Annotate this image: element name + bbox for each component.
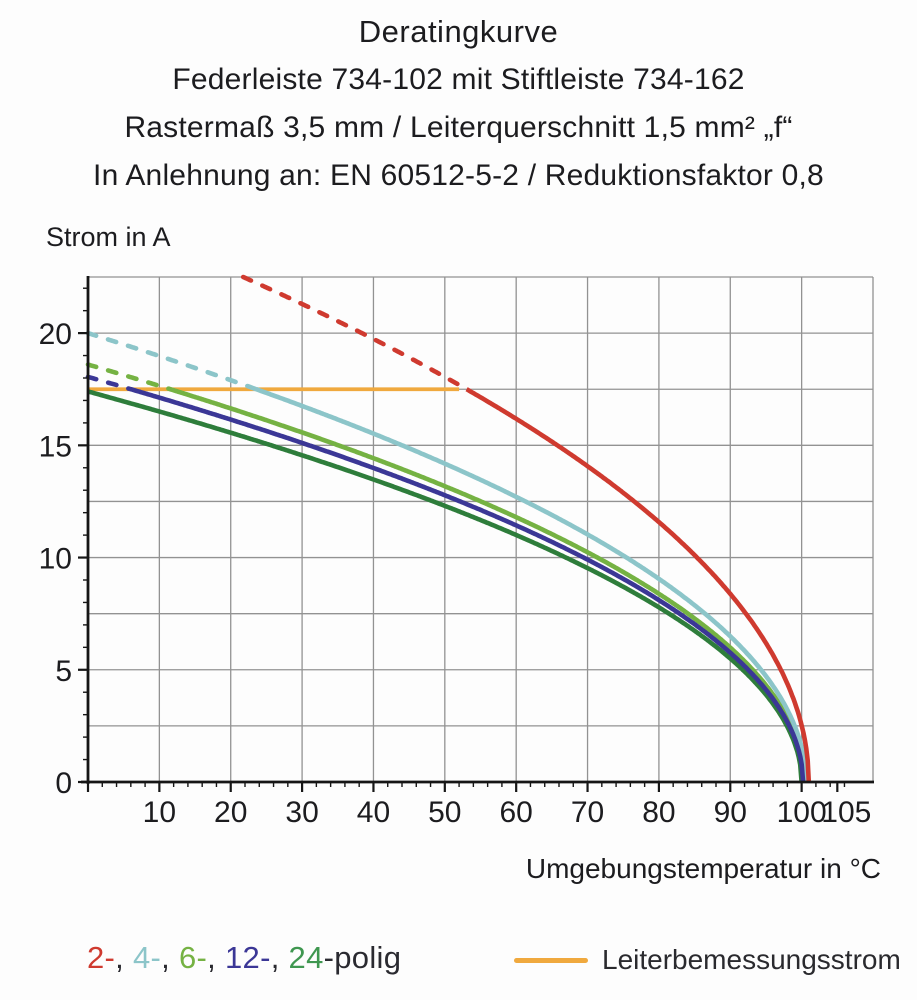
- x-tick-label: 20: [214, 796, 247, 829]
- chart-subtitle-spec: Rastermaß 3,5 mm / Leiterquerschnitt 1,5…: [124, 111, 793, 144]
- y-tick-label: 20: [39, 318, 72, 351]
- chart-title: Deratingkurve: [358, 14, 559, 49]
- rated-current-label: Leiterbemessungsstrom: [602, 944, 901, 975]
- x-tick-label: 105: [821, 796, 871, 829]
- legend-pole-counts: 2-, 4-, 6-, 12-, 24-polig: [87, 940, 401, 976]
- legend-pole-part: 2-: [87, 940, 116, 975]
- legend-pole-part: ,: [207, 940, 225, 975]
- legend-pole-part: 4-: [133, 940, 162, 975]
- legend-pole-part: ,: [161, 940, 179, 975]
- legend-pole-part: ,: [270, 940, 289, 975]
- x-tick-label: 50: [428, 796, 461, 829]
- legend-pole-part: 6-: [179, 940, 208, 975]
- series-4-polig-dashed: [85, 330, 259, 392]
- series-12-polig-solid: [130, 386, 806, 783]
- chart-title-block: Deratingkurve Federleiste 734-102 mit St…: [0, 8, 917, 200]
- y-axis-title: Strom in A: [46, 222, 171, 252]
- legend-pole-part: ,: [115, 940, 133, 975]
- x-tick-label: 30: [285, 796, 318, 829]
- series-2-polig-solid: [465, 387, 812, 783]
- y-tick-label: 10: [39, 543, 72, 576]
- x-tick-label: 80: [642, 796, 675, 829]
- legend-pole-part: 12-: [225, 940, 271, 975]
- series-4-polig-solid: [255, 387, 809, 783]
- x-tick-label: 60: [499, 796, 532, 829]
- y-tick-label: 15: [39, 430, 72, 463]
- series-12-polig-dashed: [85, 374, 134, 392]
- x-tick-label: 90: [714, 796, 747, 829]
- chart-subtitle-standard: In Anlehnung an: EN 60512-5-2 / Reduktio…: [93, 159, 824, 192]
- chart-subtitle-products: Federleiste 734-102 mit Stiftleiste 734-…: [172, 63, 745, 96]
- x-tick-label: 10: [143, 796, 176, 829]
- x-axis-title: Umgebungstemperatur in °C: [525, 853, 881, 884]
- series-6-polig-dashed: [85, 362, 173, 392]
- legend-rated-current: Leiterbemessungsstrom: [514, 940, 901, 980]
- series-6-polig-solid: [169, 387, 807, 783]
- legend-pole-part: 24: [288, 940, 324, 975]
- x-tick-label: 70: [571, 796, 604, 829]
- x-tick-label: 100: [777, 796, 827, 829]
- y-tick-label: 5: [55, 655, 72, 688]
- y-tick-label: 0: [55, 767, 72, 800]
- rated-current-line-swatch: [514, 957, 588, 963]
- x-tick-label: 40: [357, 796, 390, 829]
- series-2-polig-dashed: [240, 274, 469, 392]
- legend-pole-part: -polig: [323, 940, 402, 975]
- series-24-polig-solid: [87, 389, 804, 783]
